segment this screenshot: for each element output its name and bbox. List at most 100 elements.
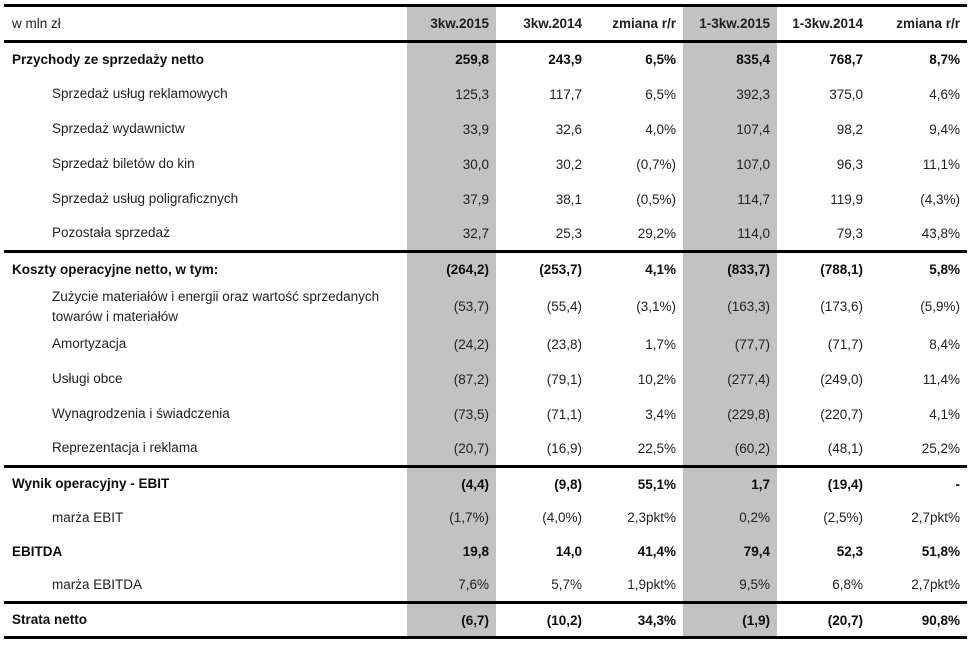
cell-value: (163,3) xyxy=(683,286,777,327)
row-label: Amortyzacja xyxy=(52,336,127,351)
row-label: Pozostała sprzedaż xyxy=(52,225,170,241)
cell-value: (23,8) xyxy=(546,336,582,352)
row-label: Strata netto xyxy=(12,612,88,627)
row-label: Sprzedaż wydawnictw xyxy=(52,121,185,136)
cell-value: 835,4 xyxy=(683,41,777,77)
cell-value: 8,7% xyxy=(929,52,960,68)
cell-value: 11,1% xyxy=(922,156,960,172)
cell-value: 6,5% xyxy=(645,52,676,68)
cell-value: 79,4 xyxy=(683,534,777,569)
unit-label: w mln zł xyxy=(12,16,61,31)
row-label: Wynik operacyjny - EBIT xyxy=(12,476,170,492)
header-row: w mln zł 3kw.2015 3kw.2014 zmiana r/r 1-… xyxy=(4,5,967,42)
cell-value: 6,5% xyxy=(645,86,676,102)
column-header-3kw2014: 3kw.2014 xyxy=(523,16,582,31)
cell-value: 4,1% xyxy=(929,406,960,422)
cell-value: 19,8 xyxy=(407,534,496,569)
row-label: Koszty operacyjne netto, w tym: xyxy=(12,261,219,277)
cell-value: 4,1% xyxy=(645,262,676,278)
cell-value: 114,0 xyxy=(683,216,777,252)
row-label: marża EBIT xyxy=(52,509,124,525)
table-row: marża EBIT (1,7%) (4,0%) 2,3pkt% 0,2% (2,5%) 2… xyxy=(4,500,967,535)
cell-value: 4,6% xyxy=(929,86,960,102)
table-row: Przychody ze sprzedaży netto 259,8 243,9 6,… xyxy=(4,41,967,77)
cell-value: (833,7) xyxy=(683,251,777,287)
cell-value: (173,6) xyxy=(820,299,863,314)
cell-value: 1,9pkt% xyxy=(627,577,676,593)
cell-value: 392,3 xyxy=(683,76,777,112)
financial-results-table: w mln zł 3kw.2015 3kw.2014 zmiana r/r 1-… xyxy=(4,4,967,639)
table-row: Strata netto (6,7) (10,2) 34,3% (1,9) (20,7) 9… xyxy=(4,602,967,638)
table-row: EBITDA 19,8 14,0 41,4% 79,4 52,3 51,8% xyxy=(4,534,967,569)
row-label: Przychody ze sprzedaży netto xyxy=(12,51,205,67)
table-row: Sprzedaż biletów do kin 30,0 30,2 (0,7%) 107… xyxy=(4,146,967,182)
cell-value: - xyxy=(955,476,961,492)
cell-value: 98,2 xyxy=(836,121,863,137)
row-label: Wynagrodzenia i świadczenia xyxy=(52,406,230,421)
row-label: Zużycie materiałów i energii oraz wartoś… xyxy=(52,288,380,324)
cell-value: (10,2) xyxy=(546,612,582,628)
cell-value: 34,3% xyxy=(637,612,676,628)
row-label: Sprzedaż usług poligraficznych xyxy=(52,191,239,206)
cell-value: 9,5% xyxy=(683,568,777,603)
cell-value: 6,8% xyxy=(832,577,863,593)
cell-value: 5,8% xyxy=(929,262,960,278)
cell-value: (55,4) xyxy=(546,299,582,314)
cell-value: (249,0) xyxy=(820,371,863,387)
cell-value: 79,3 xyxy=(836,225,863,241)
table-row: Reprezentacja i reklama (20,7) (16,9) 22,5%… xyxy=(4,431,967,467)
cell-value: (4,3%) xyxy=(920,191,960,207)
cell-value: 22,5% xyxy=(637,440,676,456)
table-row: Koszty operacyjne netto, w tym: (264,2) (2… xyxy=(4,251,967,287)
cell-value: 51,8% xyxy=(921,544,960,559)
cell-value: 52,3 xyxy=(836,544,863,559)
cell-value: 29,2% xyxy=(637,225,676,241)
cell-value: 2,3pkt% xyxy=(627,510,676,525)
cell-value: (4,4) xyxy=(407,466,496,501)
cell-value: 38,1 xyxy=(555,191,582,207)
cell-value: 96,3 xyxy=(836,156,863,172)
cell-value: 7,6% xyxy=(407,568,496,603)
cell-value: (19,4) xyxy=(827,476,863,492)
cell-value: (77,7) xyxy=(683,326,777,362)
cell-value: (6,7) xyxy=(407,602,496,638)
table-row: Sprzedaż wydawnictw 33,9 32,6 4,0% 107,4 98,2… xyxy=(4,111,967,147)
row-label: Reprezentacja i reklama xyxy=(52,440,198,456)
cell-value: 1,7 xyxy=(683,466,777,501)
cell-value: (16,9) xyxy=(546,440,582,456)
cell-value: 114,7 xyxy=(683,181,777,217)
cell-value: (73,5) xyxy=(407,396,496,432)
cell-value: (220,7) xyxy=(820,406,863,422)
table-section: Przychody ze sprzedaży netto 259,8 243,9 6,… xyxy=(4,41,967,252)
table-row: Amortyzacja (24,2) (23,8) 1,7% (77,7) (71,7) 8… xyxy=(4,326,967,362)
cell-value: 119,9 xyxy=(830,191,863,207)
cell-value: (71,1) xyxy=(546,406,582,422)
cell-value: (4,0%) xyxy=(542,510,582,525)
cell-value: 10,2% xyxy=(637,371,676,387)
cell-value: (0,5%) xyxy=(636,191,676,207)
cell-value: 32,6 xyxy=(555,121,582,137)
row-label: Usługi obce xyxy=(52,371,123,386)
table-row: Usługi obce (87,2) (79,1) 10,2% (277,4) (249,… xyxy=(4,361,967,397)
cell-value: (2,5%) xyxy=(823,510,863,525)
table-section: Wynik operacyjny - EBIT (4,4) (9,8) 55,1% 1,… xyxy=(4,466,967,603)
cell-value: (1,7%) xyxy=(407,500,496,535)
cell-value: 25,2% xyxy=(921,440,960,456)
cell-value: 1,7% xyxy=(645,336,676,352)
table-section: Strata netto (6,7) (10,2) 34,3% (1,9) (20,7) 9… xyxy=(4,602,967,638)
cell-value: (3,1%) xyxy=(636,299,676,314)
cell-value: 243,9 xyxy=(548,52,582,68)
cell-value: 30,0 xyxy=(407,146,496,182)
cell-value: 9,4% xyxy=(929,121,960,137)
cell-value: 43,8% xyxy=(921,225,960,241)
cell-value: 8,4% xyxy=(929,336,960,352)
table-row: Sprzedaż usług poligraficznych 37,9 38,1 (0… xyxy=(4,181,967,217)
cell-value: 259,8 xyxy=(407,41,496,77)
cell-value: 2,7pkt% xyxy=(911,510,960,525)
cell-value: 375,0 xyxy=(829,86,863,102)
cell-value: 768,7 xyxy=(829,52,863,68)
cell-value: (1,9) xyxy=(683,602,777,638)
row-label: Sprzedaż biletów do kin xyxy=(52,156,195,171)
cell-value: 0,2% xyxy=(683,500,777,535)
